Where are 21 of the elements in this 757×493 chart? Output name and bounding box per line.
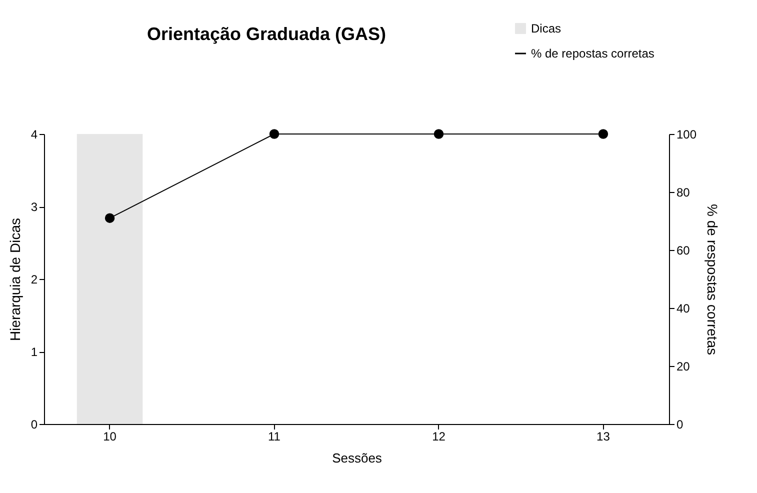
y2-tick-label: 40	[676, 302, 690, 316]
y2-axis-title: % de respostas corretas	[704, 204, 721, 355]
y2-tick-label: 80	[676, 186, 690, 200]
x-tick-label: 12	[432, 430, 446, 444]
legend-label: Dicas	[531, 22, 562, 36]
x-axis-title: Sessões	[332, 450, 382, 466]
y-tick-label: 3	[30, 200, 38, 214]
y-tick-label: 2	[30, 272, 38, 286]
x-tick-label: 13	[596, 430, 610, 444]
y-tick-label: 4	[30, 128, 38, 142]
chart-title: Orientação Graduada (GAS)	[146, 24, 386, 44]
legend-label: % de repostas corretas	[531, 46, 654, 60]
y2-tick-label: 0	[676, 418, 684, 432]
y-axis-title: Hierarquia de Dicas	[6, 218, 23, 341]
x-tick-label: 10	[103, 430, 117, 444]
y2-tick-label: 60	[676, 244, 690, 258]
y-tick-label: 0	[30, 418, 38, 432]
y2-tick-label: 100	[676, 128, 697, 142]
x-tick-label: 11	[268, 430, 281, 444]
y-tick-label: 1	[30, 345, 38, 359]
y2-tick-label: 20	[676, 360, 690, 374]
